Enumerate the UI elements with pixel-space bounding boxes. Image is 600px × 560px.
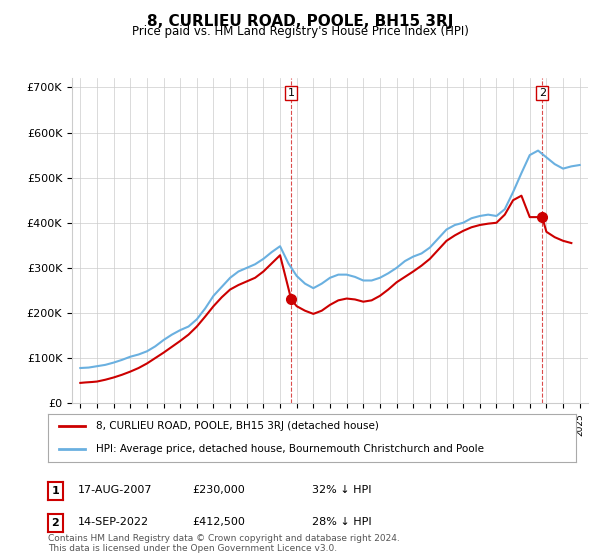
Text: 2: 2 — [52, 518, 59, 528]
Text: 8, CURLIEU ROAD, POOLE, BH15 3RJ: 8, CURLIEU ROAD, POOLE, BH15 3RJ — [147, 14, 453, 29]
Text: 17-AUG-2007: 17-AUG-2007 — [78, 485, 152, 495]
Text: 1: 1 — [288, 88, 295, 98]
Text: 14-SEP-2022: 14-SEP-2022 — [78, 517, 149, 527]
Text: £412,500: £412,500 — [192, 517, 245, 527]
Text: Contains HM Land Registry data © Crown copyright and database right 2024.
This d: Contains HM Land Registry data © Crown c… — [48, 534, 400, 553]
Text: 2: 2 — [539, 88, 546, 98]
Text: £230,000: £230,000 — [192, 485, 245, 495]
Text: HPI: Average price, detached house, Bournemouth Christchurch and Poole: HPI: Average price, detached house, Bour… — [95, 444, 484, 454]
Text: 8, CURLIEU ROAD, POOLE, BH15 3RJ (detached house): 8, CURLIEU ROAD, POOLE, BH15 3RJ (detach… — [95, 421, 379, 431]
Text: 28% ↓ HPI: 28% ↓ HPI — [312, 517, 371, 527]
Text: 1: 1 — [52, 486, 59, 496]
Text: Price paid vs. HM Land Registry's House Price Index (HPI): Price paid vs. HM Land Registry's House … — [131, 25, 469, 38]
Text: 32% ↓ HPI: 32% ↓ HPI — [312, 485, 371, 495]
